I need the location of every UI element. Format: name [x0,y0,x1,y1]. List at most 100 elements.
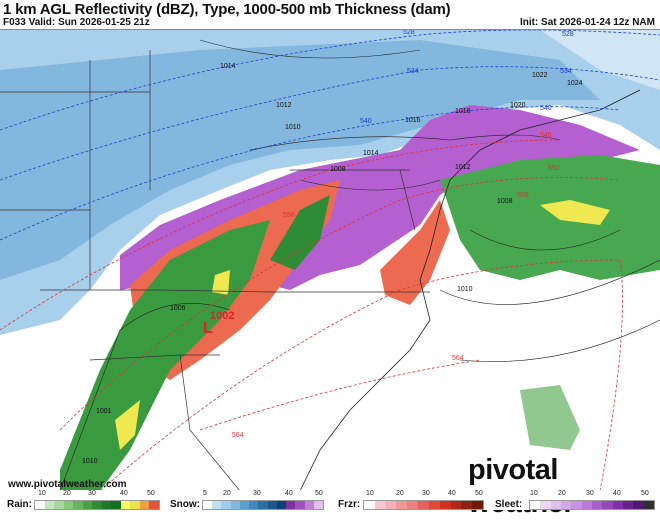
legend-frzr-label: Frzr: [338,499,361,510]
legend-swatch [439,501,451,509]
rain-offshore [440,155,660,280]
legend-tick: 50 [475,490,483,497]
rain-heavy-yellow-3 [115,400,140,450]
legend-swatch [385,501,397,509]
legend-swatch [73,501,83,509]
thickness-blue [0,30,660,241]
legend-sleet: Sleet: 10 20 30 40 50 [495,490,660,510]
legend-swatch [472,501,483,509]
snow-light-ne [540,30,660,90]
isobar-label: 1022 [532,72,548,79]
legend-tick: 50 [641,490,649,497]
legend-swatch [221,501,231,509]
rain-heavy-yellow-2 [212,270,230,295]
legend-swatch [581,501,592,509]
rain-offshore-light [520,385,580,450]
legend-tick: 10 [38,490,46,497]
legend-swatch [540,501,551,509]
freezing-rain-east [380,200,450,305]
isobar-label: 1014 [220,63,236,70]
legend-swatch [276,501,287,509]
legend-tick: 30 [253,490,261,497]
legend-swatch [591,501,603,509]
legend-tick: 40 [448,490,456,497]
isobar-label: 1014 [363,150,379,157]
thickness-label: 564 [232,432,244,439]
thickness-label: 564 [452,355,464,362]
thickness-label: 534 [560,68,572,75]
legend-frzr: Frzr: 10 20 30 40 50 [333,490,498,510]
legend: Rain: 10 20 30 40 50 Snow: 5 20 30 40 50… [0,490,660,510]
legend-swatch [612,501,623,509]
legend-swatch [364,501,375,509]
legend-swatch [63,501,74,509]
legend-swatch [267,501,277,509]
legend-swatch [101,501,112,509]
thickness-label: 528 [403,29,415,36]
thickness-red [0,139,623,490]
legend-swatch [602,501,613,509]
thickness-label: 558 [283,212,295,219]
isobar-label: 1006 [170,305,186,312]
legend-swatch [428,501,440,509]
valid-time: F033 Valid: Sun 2026-01-25 21z [3,17,150,28]
legend-tick: 40 [285,490,293,497]
isobar-label: 1018 [455,108,471,115]
legend-swatch [54,501,64,509]
isobar-label: 1016 [405,117,421,124]
isobar-label: 1008 [330,166,346,173]
legend-swatch [304,501,314,509]
legend-frzr-bar [363,500,484,510]
legend-swatch [295,501,305,509]
legend-swatch [450,501,462,509]
legend-swatch [212,501,222,509]
rain-heavy-yellow [540,200,610,225]
legend-swatch [92,501,102,509]
legend-swatch [139,501,150,509]
legend-tick: 20 [63,490,71,497]
watermark-url: www.pivotalweather.com [8,479,127,490]
isobar-label: 1024 [567,80,583,87]
legend-swatch [633,501,644,509]
legend-swatch [120,501,131,509]
legend-swatch [249,501,259,509]
legend-swatch [560,501,572,509]
legend-tick: 30 [586,490,594,497]
legend-snow-bar [202,500,324,510]
legend-swatch [35,501,45,509]
legend-swatch [461,501,473,509]
init-time: Init: Sat 2026-01-24 12z NAM [519,17,655,28]
legend-swatch [130,501,140,509]
legend-swatch [239,501,250,509]
legend-tick: 5 [203,490,207,497]
rain-band [270,195,330,270]
legend-rain-bar [34,500,160,510]
legend-swatch [82,501,93,509]
thickness-label: 534 [407,68,419,75]
legend-sleet-label: Sleet: [495,499,523,510]
legend-swatch [313,501,324,509]
thickness-label: 540 [360,118,372,125]
legend-snow: Snow: 5 20 30 40 50 [165,490,330,510]
state-borders [0,50,430,490]
isobars [60,39,660,490]
isobar-label: 1012 [455,164,471,171]
legend-swatch [203,501,213,509]
thickness-label: 540 [540,105,552,112]
legend-swatch [396,501,408,509]
legend-tick: 20 [223,490,231,497]
legend-swatch [230,501,240,509]
legend-swatch [622,501,634,509]
legend-swatch [418,501,429,509]
legend-sleet-bar [529,500,655,510]
legend-tick: 20 [396,490,404,497]
legend-tick: 10 [530,490,538,497]
low-pressure-value: 1002 [210,310,235,322]
weather-map[interactable]: 1014 1012 1010 1016 1018 1020 1022 1024 … [0,29,660,490]
legend-rain: Rain: 10 20 30 40 50 [0,490,165,510]
isobar-label: 1010 [285,124,301,131]
legend-tick: 10 [366,490,374,497]
low-pressure-symbol: L [203,320,213,337]
legend-tick: 30 [88,490,96,497]
legend-snow-label: Snow: [170,499,200,510]
